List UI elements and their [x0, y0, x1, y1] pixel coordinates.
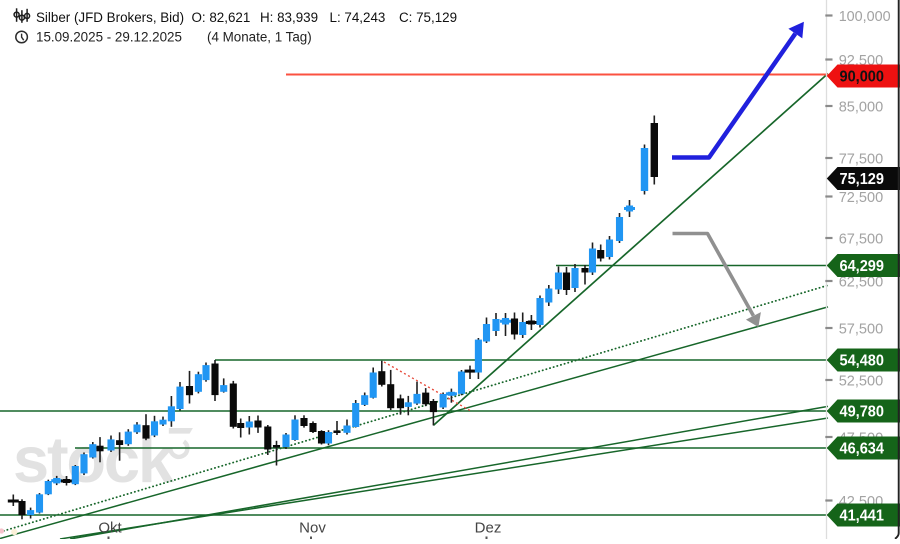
svg-text:72,500: 72,500: [839, 189, 884, 206]
svg-text:O: 82,621: O: 82,621: [192, 10, 251, 25]
svg-text:C: 75,129: C: 75,129: [399, 10, 457, 25]
svg-text:46,634: 46,634: [840, 441, 885, 458]
svg-text:67,500: 67,500: [839, 230, 884, 247]
svg-text:15.09.2025 - 29.12.2025: 15.09.2025 - 29.12.2025: [36, 30, 182, 45]
svg-text:52,500: 52,500: [839, 372, 884, 389]
svg-text:54,480: 54,480: [840, 353, 885, 370]
svg-text:62,500: 62,500: [839, 273, 884, 290]
svg-text:Dez: Dez: [475, 520, 502, 537]
svg-text:49,780: 49,780: [840, 404, 885, 421]
svg-text:85,000: 85,000: [839, 98, 884, 115]
svg-text:64,299: 64,299: [840, 258, 885, 275]
svg-text:77,500: 77,500: [839, 150, 884, 167]
svg-text:90,000: 90,000: [840, 69, 885, 86]
svg-text:(4 Monate, 1 Tag): (4 Monate, 1 Tag): [207, 30, 312, 45]
svg-text:Okt: Okt: [98, 520, 122, 537]
svg-text:Nov: Nov: [299, 520, 326, 537]
svg-text:stock: stock: [13, 423, 175, 496]
svg-text:100,000: 100,000: [839, 8, 891, 25]
svg-text:Silber (JFD Brokers, Bid): Silber (JFD Brokers, Bid): [36, 10, 184, 25]
svg-text:L: 74,243: L: 74,243: [330, 10, 386, 25]
svg-text:41,441: 41,441: [840, 508, 885, 525]
svg-text:57,500: 57,500: [839, 320, 884, 337]
svg-text:75,129: 75,129: [840, 171, 885, 188]
svg-text:H: 83,939: H: 83,939: [260, 10, 318, 25]
